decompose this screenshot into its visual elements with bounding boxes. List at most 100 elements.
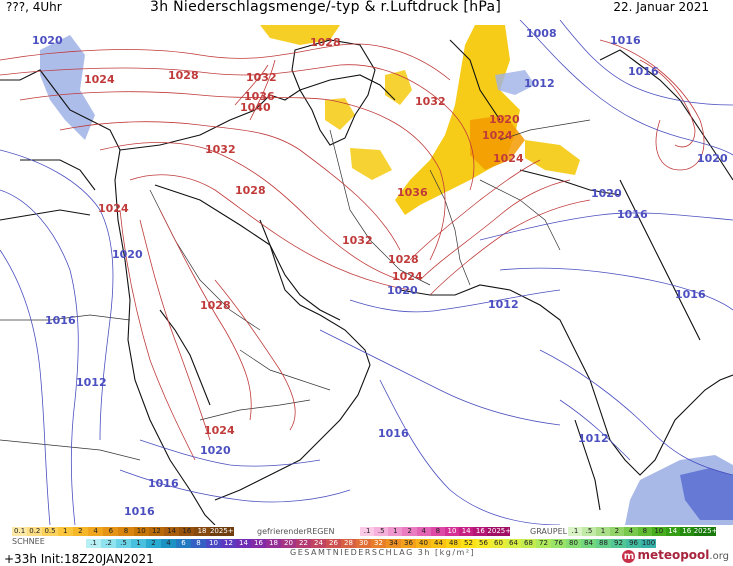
isobar-label: 1040 [240, 101, 271, 114]
snow-scale-step: 6 [103, 527, 119, 536]
isobar-label: 1016 [148, 477, 179, 490]
snow-scale-step: 12 [148, 527, 165, 536]
total-scale-step: 22 [296, 539, 311, 548]
isobar-label: 1016 [378, 427, 409, 440]
isobar-labels: 1020 1028 1024 1028 1032 1036 1040 1032 … [32, 27, 728, 518]
snow-scale-step: 2 [72, 527, 89, 536]
isobar-label: 1024 [204, 424, 235, 437]
isobar-label: 1028 [310, 36, 341, 49]
graupel-scale-step: 14 [665, 527, 680, 536]
isobar-label: 1024 [84, 73, 115, 86]
isobars-red [0, 39, 705, 461]
total-scale-step: 92 [611, 539, 626, 548]
meteopool-logo-icon: m [622, 550, 636, 563]
total-scale-step: 52 [461, 539, 476, 548]
snow-scale-step: 14 [164, 527, 180, 536]
graupel-scale-step: 16 [679, 527, 694, 536]
snow-scale-step: 10 [133, 527, 149, 536]
freezing-scale-step: 2025+ [487, 527, 511, 536]
rain-patch-himalaya [525, 140, 580, 175]
isobar-label: 1016 [675, 288, 706, 301]
isobar-label: 1032 [205, 143, 236, 156]
snow-scale-step: 0.5 [42, 527, 58, 536]
total-scale-step: 34 [386, 539, 401, 548]
isobar-label: 1032 [342, 234, 373, 247]
isobar-label: 1016 [45, 314, 76, 327]
graupel-scale-step: .1 [568, 527, 582, 536]
snow-east [495, 70, 535, 95]
brand-suffix: .org [709, 551, 729, 562]
isobar-label: 1012 [578, 432, 609, 445]
snow-med [40, 35, 95, 140]
total-scale-step: 4 [161, 539, 176, 548]
total-scale-step: 24 [311, 539, 326, 548]
total-precip-scale-bar: .1.2.5 1 2 4 6 8 10 12 14 16 18 20 22 24 26 28 30 32 34 36 4… [86, 539, 656, 548]
freezing-scale-step: 8 [430, 527, 445, 536]
isobar-label: 1020 [697, 152, 728, 165]
total-scale-step: 64 [506, 539, 521, 548]
snow-scale-bar: 0.1 0.2 0.5 1 2 4 6 8 10 12 14 16 18 202… [12, 527, 234, 536]
total-scale-step: 6 [176, 539, 191, 548]
isobars-blue [0, 20, 733, 525]
snow-scale-step: 8 [118, 527, 134, 536]
total-scale-step: 20 [281, 539, 296, 548]
total-scale-step: 30 [356, 539, 371, 548]
isobar-label: 1024 [98, 202, 129, 215]
rain-band-east-orange [470, 115, 525, 170]
isobar-label: 1028 [235, 184, 266, 197]
total-scale-step: 8 [191, 539, 206, 548]
isobar-label: 1020 [112, 248, 143, 261]
graupel-scale-step: 10 [651, 527, 666, 536]
total-scale-step: 36 [401, 539, 416, 548]
rain-patch-mid [325, 98, 355, 130]
total-scale-step: .1 [86, 539, 101, 548]
freezing-scale-step: 14 [459, 527, 474, 536]
rain-patch-central [350, 148, 392, 180]
isobar-label: 1020 [200, 444, 231, 457]
isobar-label: 1016 [617, 208, 648, 221]
isobar-label: 1012 [76, 376, 107, 389]
graupel-scale-step: .5 [581, 527, 596, 536]
total-scale-step: 40 [416, 539, 431, 548]
freezing-scale-step: 2 [402, 527, 417, 536]
isobar-label: 1008 [526, 27, 557, 40]
run-info: +33h Init:18Z20JAN2021 [4, 552, 154, 566]
isobar-label: 1036 [244, 90, 275, 103]
graupel-title: GRAUPEL [530, 527, 568, 536]
graupel-scale-step: 1 [595, 527, 610, 536]
rain-patch-north [260, 25, 340, 45]
snow-scale-step: 18 [194, 527, 210, 536]
snow-scale-step: 0.2 [27, 527, 43, 536]
valid-date: 22. Januar 2021 [613, 0, 709, 14]
isobar-label: 1012 [524, 77, 555, 90]
isobar-label: 1028 [200, 299, 231, 312]
freezing-scale-step: 1 [388, 527, 403, 536]
freezing-scale-step: .1 [360, 527, 375, 536]
precip-layer [40, 25, 733, 525]
total-scale-step: 32 [371, 539, 386, 548]
total-scale-step: .5 [116, 539, 131, 548]
total-scale-step: 84 [581, 539, 596, 548]
brand-logo: m meteopool.org [622, 548, 729, 563]
snow-title: SCHNEE [12, 537, 45, 546]
snow-bay-dark [680, 468, 733, 520]
isobar-label: 1016 [628, 65, 659, 78]
total-scale-step: 60 [491, 539, 506, 548]
isobar-label: 1032 [246, 71, 277, 84]
brand-name: meteopool [637, 548, 710, 562]
isobar-label: 1012 [488, 298, 519, 311]
isobar-label: 1024 [392, 270, 423, 283]
graupel-scale-step: 8 [637, 527, 652, 536]
isobar-label: 1020 [489, 113, 520, 126]
freezing-rain-title: gefrierenderREGEN [257, 527, 335, 536]
total-scale-step: 56 [476, 539, 491, 548]
isobar-label: 1016 [610, 34, 641, 47]
total-scale-step: 100 [641, 539, 656, 548]
isobar-label: 1024 [482, 129, 513, 142]
isobar-label: 1024 [493, 152, 524, 165]
graupel-scale-step: 2 [609, 527, 624, 536]
isobar-label: 1020 [32, 34, 63, 47]
snow-scale-step: 0.1 [12, 527, 28, 536]
total-scale-step: 1 [131, 539, 146, 548]
